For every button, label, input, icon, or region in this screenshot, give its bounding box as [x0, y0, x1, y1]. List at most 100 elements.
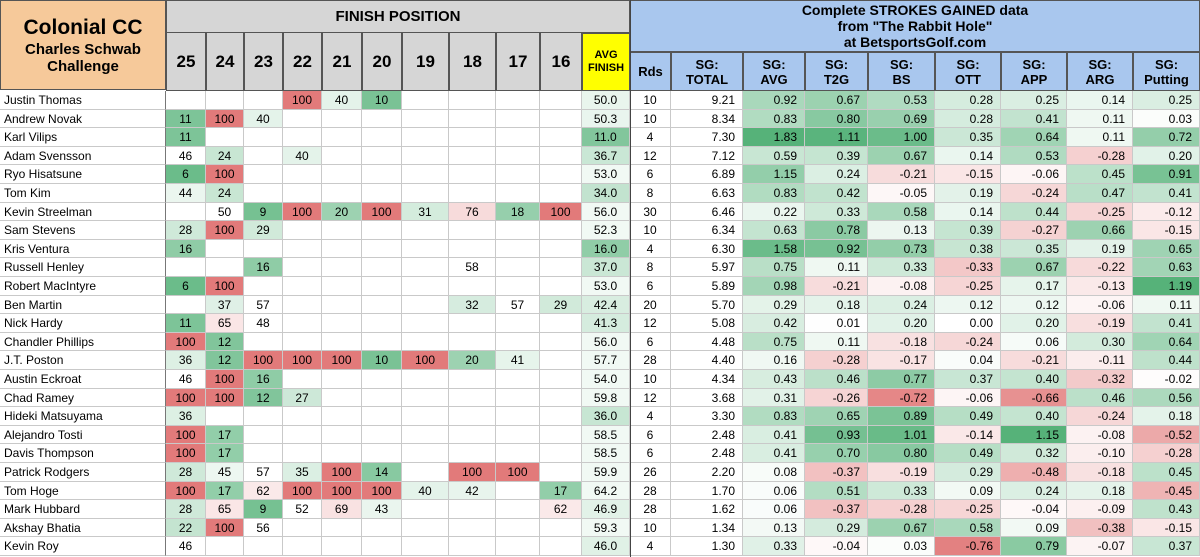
sg-value-cell: 5.89 [671, 277, 743, 296]
sg-value-cell: 0.45 [1067, 165, 1133, 184]
finish-position-cell: 65 [206, 314, 244, 333]
finish-position-cell: 100 [362, 202, 402, 222]
finish-position-cell [322, 258, 362, 277]
sg-value-cell: 0.44 [1133, 351, 1200, 370]
finish-position-cell [496, 146, 540, 166]
finish-position-cell: 16 [244, 370, 283, 389]
sg-value-cell: 2.48 [671, 425, 743, 445]
sg-value-cell: 0.77 [868, 370, 935, 389]
avg-finish-cell: 50.3 [582, 109, 630, 129]
finish-position-cell [540, 184, 582, 203]
sg-value-cell: 0.28 [935, 109, 1001, 129]
sg-header-text: SG: [1022, 56, 1046, 72]
finish-position-cell [402, 91, 449, 110]
sg-value-cell: -0.76 [935, 537, 1001, 556]
sg-value-cell: -0.08 [1067, 425, 1133, 445]
sg-value-cell: 0.29 [743, 295, 805, 315]
finish-position-cell: 12 [206, 351, 244, 370]
finish-position-cell [402, 314, 449, 333]
sg-value-cell: -0.25 [935, 500, 1001, 519]
finish-position-cell: 46 [166, 537, 206, 556]
finish-position-cell: 100 [322, 351, 362, 370]
sg-value-cell: 0.35 [935, 128, 1001, 147]
finish-position-cell [206, 258, 244, 277]
finish-position-cell [496, 91, 540, 110]
finish-position-cell: 40 [322, 91, 362, 110]
finish-position-cell [496, 239, 540, 259]
strokes-gained-header: Complete STROKES GAINED data from "The R… [630, 0, 1200, 52]
finish-position-cell [322, 239, 362, 259]
finish-position-cell [283, 295, 322, 315]
sg-value-cell: -0.18 [868, 332, 935, 352]
finish-position-cell [206, 407, 244, 426]
finish-position-cell: 100 [244, 351, 283, 370]
sg-value-cell: 0.80 [805, 109, 868, 129]
finish-position-cell: 36 [166, 407, 206, 426]
finish-position-cell: 29 [540, 295, 582, 315]
sg-value-cell: 4.34 [671, 370, 743, 389]
sg-value-cell: -0.66 [1001, 388, 1067, 408]
finish-position-cell [540, 351, 582, 370]
rounds-cell: 12 [630, 388, 671, 408]
sg-value-cell: 1.11 [805, 128, 868, 147]
finish-position-cell [449, 314, 496, 333]
finish-position-cell [322, 277, 362, 296]
finish-position-cell [449, 425, 496, 445]
finish-position-cell [496, 518, 540, 538]
finish-position-cell [402, 537, 449, 556]
finish-position-cell [244, 425, 283, 445]
finish-position-cell [322, 407, 362, 426]
finish-position-cell [362, 537, 402, 556]
finish-position-cell: 100 [166, 388, 206, 408]
finish-position-cell [402, 258, 449, 277]
rounds-cell: 10 [630, 221, 671, 240]
finish-position-cell: 57 [244, 463, 283, 482]
rounds-cell: 6 [630, 444, 671, 463]
finish-position-cell: 69 [322, 500, 362, 519]
finish-position-cell [449, 239, 496, 259]
sg-header-text: SG: [956, 56, 980, 72]
finish-position-cell [322, 518, 362, 538]
finish-position-cell [283, 314, 322, 333]
avg-finish-cell: 59.3 [582, 518, 630, 538]
finish-position-cell [540, 109, 582, 129]
player-name: Adam Svensson [0, 146, 166, 166]
finish-position-cell [402, 425, 449, 445]
finish-position-cell: 57 [244, 295, 283, 315]
sg-value-cell: 0.14 [1067, 91, 1133, 110]
sg-value-cell: 0.14 [935, 202, 1001, 222]
sg-header-text: SG: [695, 56, 719, 72]
sg-value-cell: -0.24 [935, 332, 1001, 352]
sg-value-cell: 0.18 [1067, 481, 1133, 501]
finish-position-cell [449, 518, 496, 538]
sg-value-cell: 0.49 [935, 407, 1001, 426]
sg-header-line-2: from "The Rabbit Hole" [837, 18, 993, 34]
finish-position-cell: 46 [166, 146, 206, 166]
finish-position-cell [206, 537, 244, 556]
sg-value-cell: 0.41 [743, 444, 805, 463]
finish-position-cell: 100 [206, 518, 244, 538]
rounds-cell: 6 [630, 277, 671, 296]
finish-position-cell [540, 407, 582, 426]
finish-position-cell [496, 314, 540, 333]
sg-value-cell: 0.12 [935, 295, 1001, 315]
player-name: Kris Ventura [0, 239, 166, 259]
sg-value-cell: 0.67 [868, 518, 935, 538]
avg-finish-cell: 52.3 [582, 221, 630, 240]
sg-value-cell: 0.11 [1133, 295, 1200, 315]
finish-position-cell [362, 239, 402, 259]
finish-position-cell [322, 425, 362, 445]
sg-value-cell: -0.32 [1067, 370, 1133, 389]
finish-position-cell: 12 [244, 388, 283, 408]
sg-value-cell: 0.29 [805, 518, 868, 538]
avg-finish-cell: 36.0 [582, 407, 630, 426]
finish-position-cell [540, 277, 582, 296]
sg-value-cell: 0.14 [935, 146, 1001, 166]
sg-value-cell: 0.59 [743, 146, 805, 166]
finish-position-cell [322, 221, 362, 240]
finish-position-cell [540, 314, 582, 333]
sg-value-cell: 0.70 [805, 444, 868, 463]
sg-value-cell: 0.08 [743, 463, 805, 482]
rounds-cell: 4 [630, 537, 671, 556]
finish-position-cell: 58 [449, 258, 496, 277]
